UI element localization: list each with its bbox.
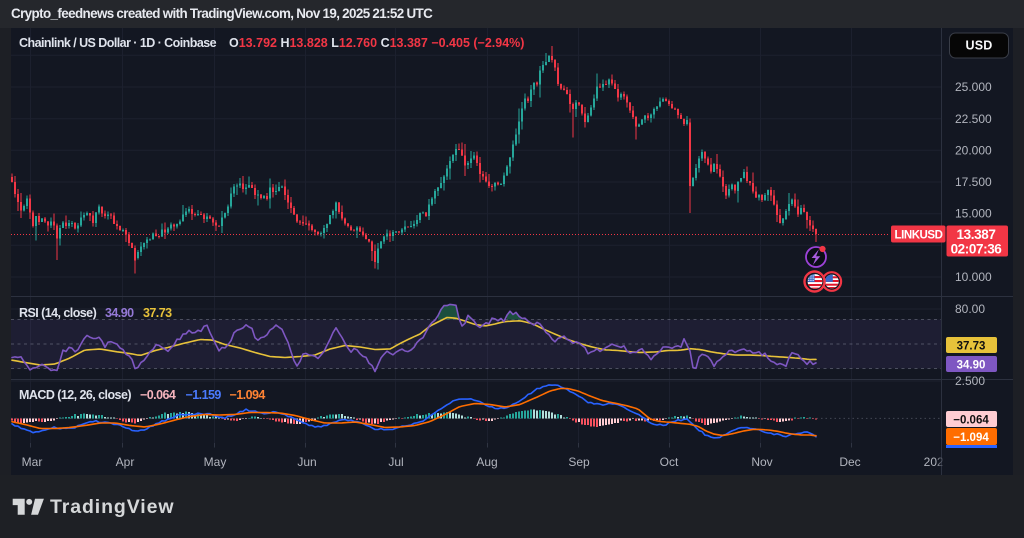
svg-text:O13.792 H13.828 L12.760 C13.38: O13.792 H13.828 L12.760 C13.387 −0.405 (… bbox=[229, 36, 524, 50]
svg-text:MACD (12, 26, close): MACD (12, 26, close) bbox=[19, 388, 131, 402]
svg-text:13.387: 13.387 bbox=[957, 227, 996, 242]
svg-text:Dec: Dec bbox=[839, 455, 860, 469]
svg-text:Jun: Jun bbox=[297, 455, 316, 469]
svg-text:RSI (14, close): RSI (14, close) bbox=[19, 306, 97, 320]
svg-text:02:07:36: 02:07:36 bbox=[951, 242, 1003, 257]
svg-text:−1.094: −1.094 bbox=[230, 388, 266, 402]
svg-text:Chainlink / US Dollar · 1D · C: Chainlink / US Dollar · 1D · Coinbase bbox=[19, 36, 217, 50]
svg-text:20.000: 20.000 bbox=[955, 144, 992, 158]
svg-text:−0.064: −0.064 bbox=[140, 388, 176, 402]
svg-text:Nov: Nov bbox=[751, 455, 772, 469]
svg-text:May: May bbox=[204, 455, 227, 469]
svg-text:25.000: 25.000 bbox=[955, 80, 992, 94]
svg-text:2026: 2026 bbox=[924, 455, 951, 469]
svg-text:34.90: 34.90 bbox=[105, 306, 134, 320]
svg-text:22.500: 22.500 bbox=[955, 112, 992, 126]
svg-text:Jul: Jul bbox=[388, 455, 403, 469]
svg-text:15.000: 15.000 bbox=[955, 207, 992, 221]
svg-text:37.73: 37.73 bbox=[957, 341, 986, 353]
svg-text:2.500: 2.500 bbox=[955, 374, 985, 388]
svg-text:Sep: Sep bbox=[568, 455, 590, 469]
svg-text:Oct: Oct bbox=[660, 455, 679, 469]
svg-text:17.500: 17.500 bbox=[955, 175, 992, 189]
svg-text:USD: USD bbox=[966, 39, 993, 53]
svg-text:10.000: 10.000 bbox=[955, 270, 992, 284]
svg-text:Aug: Aug bbox=[476, 455, 497, 469]
svg-text:Apr: Apr bbox=[116, 455, 135, 469]
svg-text:37.73: 37.73 bbox=[143, 306, 172, 320]
svg-text:34.90: 34.90 bbox=[957, 360, 986, 372]
svg-text:LINKUSD: LINKUSD bbox=[895, 230, 943, 242]
svg-text:−0.064: −0.064 bbox=[953, 415, 989, 427]
svg-text:−1.159: −1.159 bbox=[186, 388, 222, 402]
svg-text:TradingView: TradingView bbox=[50, 497, 174, 518]
svg-text:−1.094: −1.094 bbox=[953, 432, 989, 444]
svg-text:80.00: 80.00 bbox=[955, 302, 985, 316]
svg-text:Mar: Mar bbox=[22, 455, 43, 469]
